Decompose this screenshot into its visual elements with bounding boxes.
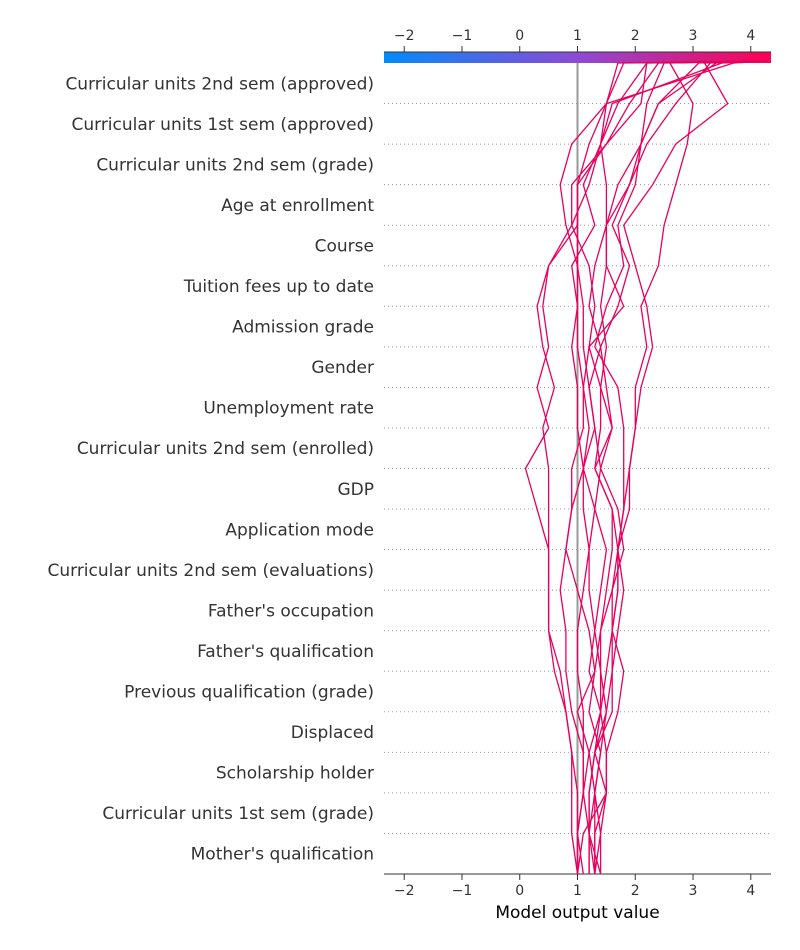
decision-path [594, 60, 769, 874]
feature-label: Gender [311, 358, 374, 378]
feature-label: Curricular units 1st sem (grade) [102, 804, 374, 824]
colorbar [384, 52, 771, 63]
decision-path [588, 60, 769, 875]
bottom-tick-label: 2 [631, 883, 640, 899]
top-tick-label: 2 [631, 28, 640, 44]
feature-label: Tuition fees up to date [183, 277, 374, 297]
decision-path [588, 60, 769, 874]
top-tick-label: 4 [746, 28, 755, 44]
top-tick-label: 0 [515, 28, 524, 44]
feature-label: Mother's qualification [191, 845, 374, 865]
top-tick-label: 3 [689, 28, 698, 44]
feature-label: Unemployment rate [203, 399, 374, 419]
bottom-axis-ticks: −2 −1 0 1 2 3 4 [394, 874, 755, 899]
bottom-tick-label: −1 [452, 883, 473, 899]
top-axis-ticks: −2 −1 0 1 2 3 4 [394, 28, 755, 52]
bottom-tick-label: −2 [394, 883, 415, 899]
bottom-tick-label: 1 [573, 883, 582, 899]
feature-label: Curricular units 1st sem (approved) [71, 115, 374, 135]
feature-label: Application mode [225, 520, 374, 540]
decision-path [576, 60, 769, 875]
decision-path [588, 60, 769, 874]
feature-label: Curricular units 2nd sem (grade) [96, 155, 374, 175]
feature-label: Curricular units 2nd sem (enrolled) [77, 439, 374, 459]
bottom-tick-label: 4 [746, 883, 755, 899]
bottom-tick-label: 0 [515, 883, 524, 899]
decision-path [524, 60, 769, 875]
decision-paths [524, 60, 769, 875]
decision-path [536, 60, 769, 875]
feature-label: Curricular units 2nd sem (evaluations) [47, 561, 374, 581]
feature-label: Father's occupation [208, 601, 374, 621]
feature-label: Course [315, 236, 374, 256]
decision-path [571, 60, 769, 875]
feature-label: Admission grade [232, 318, 374, 338]
feature-gridlines [384, 103, 771, 834]
feature-label: Curricular units 2nd sem (approved) [65, 74, 374, 94]
feature-label: Father's qualification [197, 642, 374, 662]
feature-label: Previous qualification (grade) [124, 683, 374, 703]
x-axis-label: Model output value [495, 903, 659, 923]
feature-label: Displaced [291, 723, 374, 743]
feature-labels: Curricular units 2nd sem (approved) Curri… [47, 74, 374, 864]
feature-label: Age at enrollment [221, 196, 374, 216]
decision-path [559, 60, 769, 874]
top-tick-label: 1 [573, 28, 582, 44]
top-tick-label: −1 [452, 28, 473, 44]
decision-path [559, 60, 769, 874]
bottom-tick-label: 3 [689, 883, 698, 899]
feature-label: Scholarship holder [216, 764, 374, 784]
feature-label: GDP [337, 480, 374, 500]
top-tick-label: −2 [394, 28, 415, 44]
